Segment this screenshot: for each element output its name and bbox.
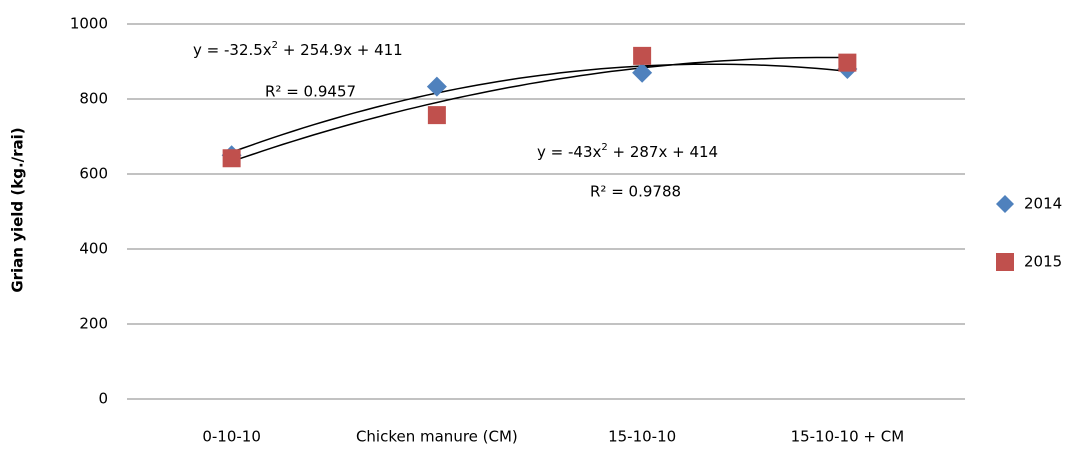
- x-tick-label: 15-10-10: [608, 428, 676, 446]
- trendline: [231, 63, 848, 154]
- y-tick-label: 600: [79, 165, 108, 183]
- y-tick-label: 400: [79, 240, 108, 258]
- marker: [426, 76, 447, 97]
- y-axis-label: Grian yield (kg./rai): [9, 127, 27, 292]
- y-tick-label: 200: [79, 315, 108, 333]
- legend-marker: [996, 253, 1014, 271]
- equation-part: 2: [272, 40, 278, 51]
- marker: [222, 149, 241, 168]
- equation-part: 2: [601, 142, 607, 153]
- marker: [427, 106, 446, 125]
- marker: [838, 53, 857, 72]
- r-squared: R² = 0.9788: [590, 183, 681, 201]
- legend-marker: [996, 195, 1014, 213]
- equation-part: + 254.9x + 411: [278, 41, 403, 59]
- y-tick-label: 0: [98, 390, 108, 408]
- trendline-equation: y = -43x2 + 287x + 414: [537, 142, 718, 161]
- y-tick-label: 800: [79, 90, 108, 108]
- r-squared: R² = 0.9457: [265, 83, 356, 101]
- trendline: [231, 56, 848, 163]
- legend-label: 2015: [1024, 253, 1062, 271]
- y-tick-label: 1000: [70, 15, 108, 33]
- equation-part: + 287x + 414: [608, 143, 718, 161]
- trendline-equation: y = -32.5x2 + 254.9x + 411: [193, 40, 403, 59]
- marker: [633, 46, 652, 65]
- x-tick-label: 15-10-10 + CM: [791, 428, 905, 446]
- equation-part: y = -32.5x: [193, 41, 272, 59]
- x-tick-label: 0-10-10: [202, 428, 261, 446]
- equation-part: y = -43x: [537, 143, 601, 161]
- marker: [632, 62, 653, 83]
- legend-label: 2014: [1024, 195, 1062, 213]
- x-tick-label: Chicken manure (CM): [356, 428, 518, 446]
